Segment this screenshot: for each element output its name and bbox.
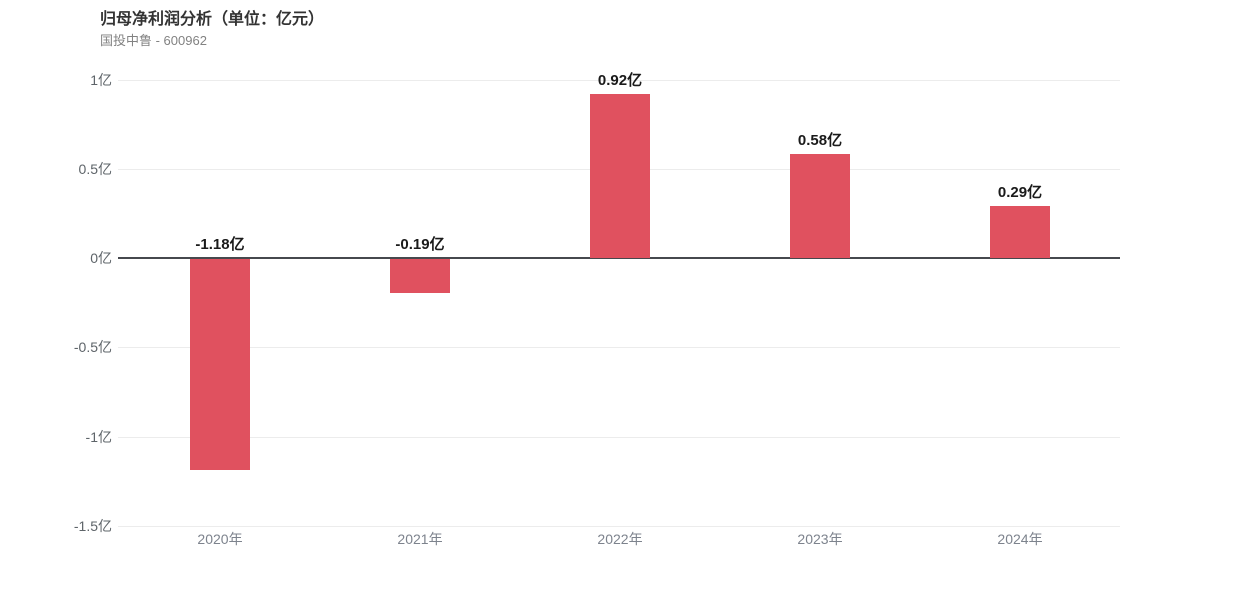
bar-value-label: -0.19亿 <box>395 236 445 253</box>
y-axis-tick-label: -0.5亿 <box>73 339 112 356</box>
bar-value-label: -1.18亿 <box>195 236 245 253</box>
y-gridline <box>118 436 1120 438</box>
zero-axis-line <box>118 257 1120 259</box>
bar-value-label: 0.58亿 <box>797 132 843 150</box>
y-axis-tick-label: 0亿 <box>90 250 112 266</box>
bar-value-label: 0.29亿 <box>997 184 1043 202</box>
bar-value-label: 0.92亿 <box>597 71 643 89</box>
bar-2024年 <box>990 206 1050 259</box>
x-axis-tick-label: 2024年 <box>997 531 1043 547</box>
y-axis-tick-label: -1.5亿 <box>73 517 112 534</box>
x-axis-tick-label: 2020年 <box>197 531 243 547</box>
x-axis-tick-label: 2022年 <box>597 531 643 547</box>
x-axis-tick-label: 2023年 <box>797 531 843 547</box>
bar-2021年 <box>390 259 450 293</box>
bar-2020年 <box>190 259 250 470</box>
y-axis-tick-label: 1亿 <box>90 71 112 88</box>
y-axis-tick-label: -1亿 <box>85 428 112 445</box>
y-axis-tick-label: 0.5亿 <box>78 160 112 177</box>
y-gridline <box>118 525 1120 527</box>
y-gridline <box>118 347 1120 349</box>
chart-subtitle: 国投中鲁 - 600962 <box>100 33 207 48</box>
bar-2023年 <box>790 154 850 259</box>
x-axis-tick-label: 2021年 <box>397 531 443 547</box>
chart-title: 归母净利润分析（单位：亿元） <box>100 11 325 28</box>
y-gridline <box>118 79 1120 81</box>
bar-2022年 <box>590 93 650 258</box>
